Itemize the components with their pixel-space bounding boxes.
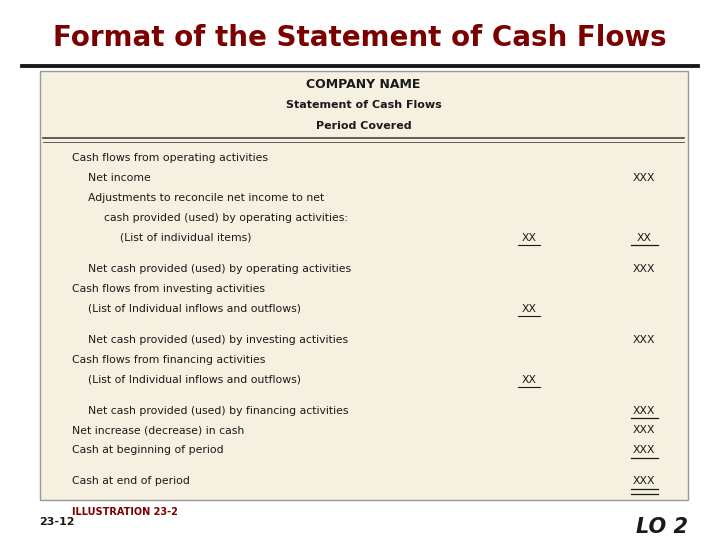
Text: Statement of Cash Flows: Statement of Cash Flows: [286, 100, 441, 111]
Text: (List of Individual inflows and outflows): (List of Individual inflows and outflows…: [88, 303, 301, 314]
Text: XXX: XXX: [633, 335, 656, 345]
Text: Cash flows from operating activities: Cash flows from operating activities: [72, 153, 268, 163]
Text: XXX: XXX: [633, 406, 656, 416]
Text: XXX: XXX: [633, 264, 656, 274]
FancyBboxPatch shape: [40, 71, 688, 500]
Text: XX: XX: [522, 233, 536, 243]
Text: XXX: XXX: [633, 173, 656, 183]
Text: COMPANY NAME: COMPANY NAME: [307, 78, 420, 91]
Text: Net cash provided (used) by operating activities: Net cash provided (used) by operating ac…: [88, 264, 351, 274]
Text: Period Covered: Period Covered: [316, 121, 411, 131]
Text: XX: XX: [522, 375, 536, 384]
Text: (List of Individual inflows and outflows): (List of Individual inflows and outflows…: [88, 375, 301, 384]
Text: XXX: XXX: [633, 446, 656, 455]
Text: Net increase (decrease) in cash: Net increase (decrease) in cash: [72, 426, 244, 435]
Text: ILLUSTRATION 23-2: ILLUSTRATION 23-2: [72, 507, 178, 517]
Text: Cash flows from investing activities: Cash flows from investing activities: [72, 284, 265, 294]
Text: Net income: Net income: [88, 173, 150, 183]
Text: Cash flows from financing activities: Cash flows from financing activities: [72, 355, 266, 365]
Text: XX: XX: [637, 233, 652, 243]
Text: Net cash provided (used) by financing activities: Net cash provided (used) by financing ac…: [88, 406, 348, 416]
Text: XXX: XXX: [633, 426, 656, 435]
Text: Net cash provided (used) by investing activities: Net cash provided (used) by investing ac…: [88, 335, 348, 345]
Text: Cash at beginning of period: Cash at beginning of period: [72, 446, 224, 455]
Text: LO 2: LO 2: [636, 517, 688, 537]
Text: 23-12: 23-12: [40, 517, 75, 528]
Text: Adjustments to reconcile net income to net: Adjustments to reconcile net income to n…: [88, 193, 324, 203]
Text: Cash at end of period: Cash at end of period: [72, 476, 190, 487]
Text: cash provided (used) by operating activities:: cash provided (used) by operating activi…: [104, 213, 348, 223]
Text: Format of the Statement of Cash Flows: Format of the Statement of Cash Flows: [53, 24, 667, 52]
Text: XX: XX: [522, 303, 536, 314]
Text: (List of individual items): (List of individual items): [120, 233, 251, 243]
Text: XXX: XXX: [633, 476, 656, 487]
